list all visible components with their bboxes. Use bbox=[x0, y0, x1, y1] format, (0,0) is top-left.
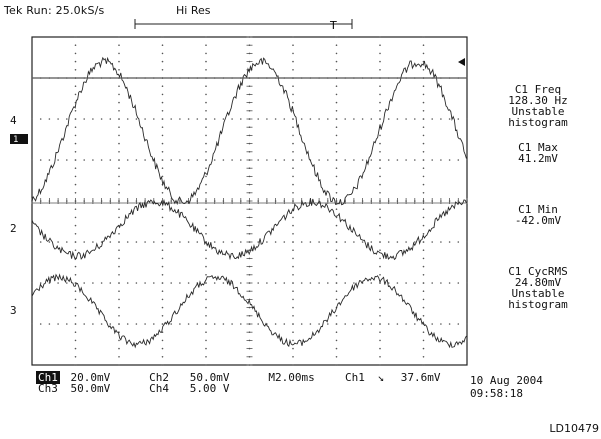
ch2-trace bbox=[31, 198, 467, 261]
ch3-tag: Ch3 bbox=[38, 382, 58, 395]
measurement-cycrms: C1 CycRMS 24.80mV Unstable histogram bbox=[478, 266, 598, 310]
measurement-line: 24.80mV bbox=[514, 276, 562, 289]
ch4-scale: 5.00 V bbox=[189, 382, 230, 395]
trigger-source: Ch1 bbox=[345, 371, 365, 384]
measurement-line: C1 Max bbox=[518, 141, 558, 154]
measurement-line: 128.30 Hz bbox=[508, 94, 568, 107]
ch4-tag: Ch4 bbox=[149, 382, 169, 395]
measurement-line: 41.2mV bbox=[518, 152, 558, 165]
acquisition-mode: Hi Res bbox=[176, 4, 211, 17]
ch1-ground-marker-icon bbox=[10, 134, 28, 144]
top-status: Tek Run: 25.0kS/s bbox=[4, 4, 105, 17]
ch3-scale: 50.0mV bbox=[70, 382, 111, 395]
trigger-level: 37.6mV bbox=[400, 371, 441, 384]
measurement-line: Unstable bbox=[511, 105, 565, 118]
time: 09:58:18 bbox=[470, 387, 523, 400]
channel-settings-row-1: Ch1 20.0mV Ch2 50.0mV M2.00ms Ch1 ↘ 37.6… bbox=[36, 371, 441, 384]
measurement-line: C1 Min bbox=[518, 203, 558, 216]
trigger-marker-label: T bbox=[329, 19, 337, 32]
waveform-traces bbox=[31, 56, 467, 349]
trigger-slope-icon: ↘ bbox=[377, 371, 385, 384]
measurement-line: histogram bbox=[508, 298, 568, 311]
ch2-scale: 50.0mV bbox=[189, 371, 230, 384]
trigger-position-bar: T bbox=[134, 19, 353, 32]
trigger-level-arrow-icon bbox=[458, 58, 465, 66]
measurement-line: C1 CycRMS bbox=[508, 265, 568, 278]
measurement-min: C1 Min -42.0mV bbox=[478, 204, 598, 226]
ch1-trace bbox=[31, 56, 467, 206]
timestamp: 10 Aug 2004 09:58:18 bbox=[470, 374, 543, 400]
ch2-tag: Ch2 bbox=[149, 371, 169, 384]
ch3-trace bbox=[31, 273, 467, 349]
ch3-level-marker: 3 bbox=[10, 304, 17, 317]
measurement-line: -42.0mV bbox=[514, 214, 562, 227]
graticule bbox=[31, 36, 468, 366]
figure-id: LD10479 bbox=[549, 422, 599, 435]
measurement-freq: C1 Freq 128.30 Hz Unstable histogram bbox=[478, 84, 598, 128]
svg-text:1: 1 bbox=[13, 135, 18, 145]
ch1-level-marker: 4 bbox=[10, 114, 17, 127]
timebase: M2.00ms bbox=[268, 371, 315, 384]
ch1-tag: Ch1 bbox=[36, 371, 60, 384]
ch2-level-marker: 2 bbox=[10, 222, 17, 235]
channel-settings-row-2: Ch3 50.0mV Ch4 5.00 V bbox=[36, 382, 262, 395]
measurement-line: histogram bbox=[508, 116, 568, 129]
measurement-line: Unstable bbox=[511, 287, 565, 300]
date: 10 Aug 2004 bbox=[470, 374, 543, 387]
ch1-scale: 20.0mV bbox=[70, 371, 111, 384]
measurement-max: C1 Max 41.2mV bbox=[478, 142, 598, 164]
measurement-line: C1 Freq bbox=[514, 83, 562, 96]
